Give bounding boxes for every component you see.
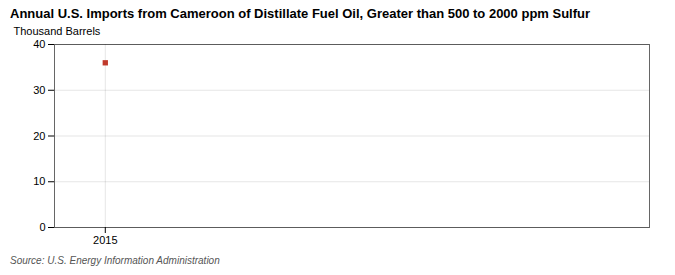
svg-text:20: 20 — [33, 130, 45, 142]
svg-text:10: 10 — [33, 175, 45, 187]
svg-text:2015: 2015 — [93, 234, 117, 246]
html-text:Source: U.S. Energy Informatio: Source: U.S. Energy Information Administ… — [10, 255, 220, 266]
svg-text:Thousand Barrels: Thousand Barrels — [14, 25, 101, 37]
svg-text:0: 0 — [39, 221, 45, 233]
html-text:Annual U.S. Imports from Camer: Annual U.S. Imports from Cameroon of Dis… — [10, 6, 591, 21]
svg-text:30: 30 — [33, 84, 45, 96]
svg-text:40: 40 — [33, 38, 45, 50]
